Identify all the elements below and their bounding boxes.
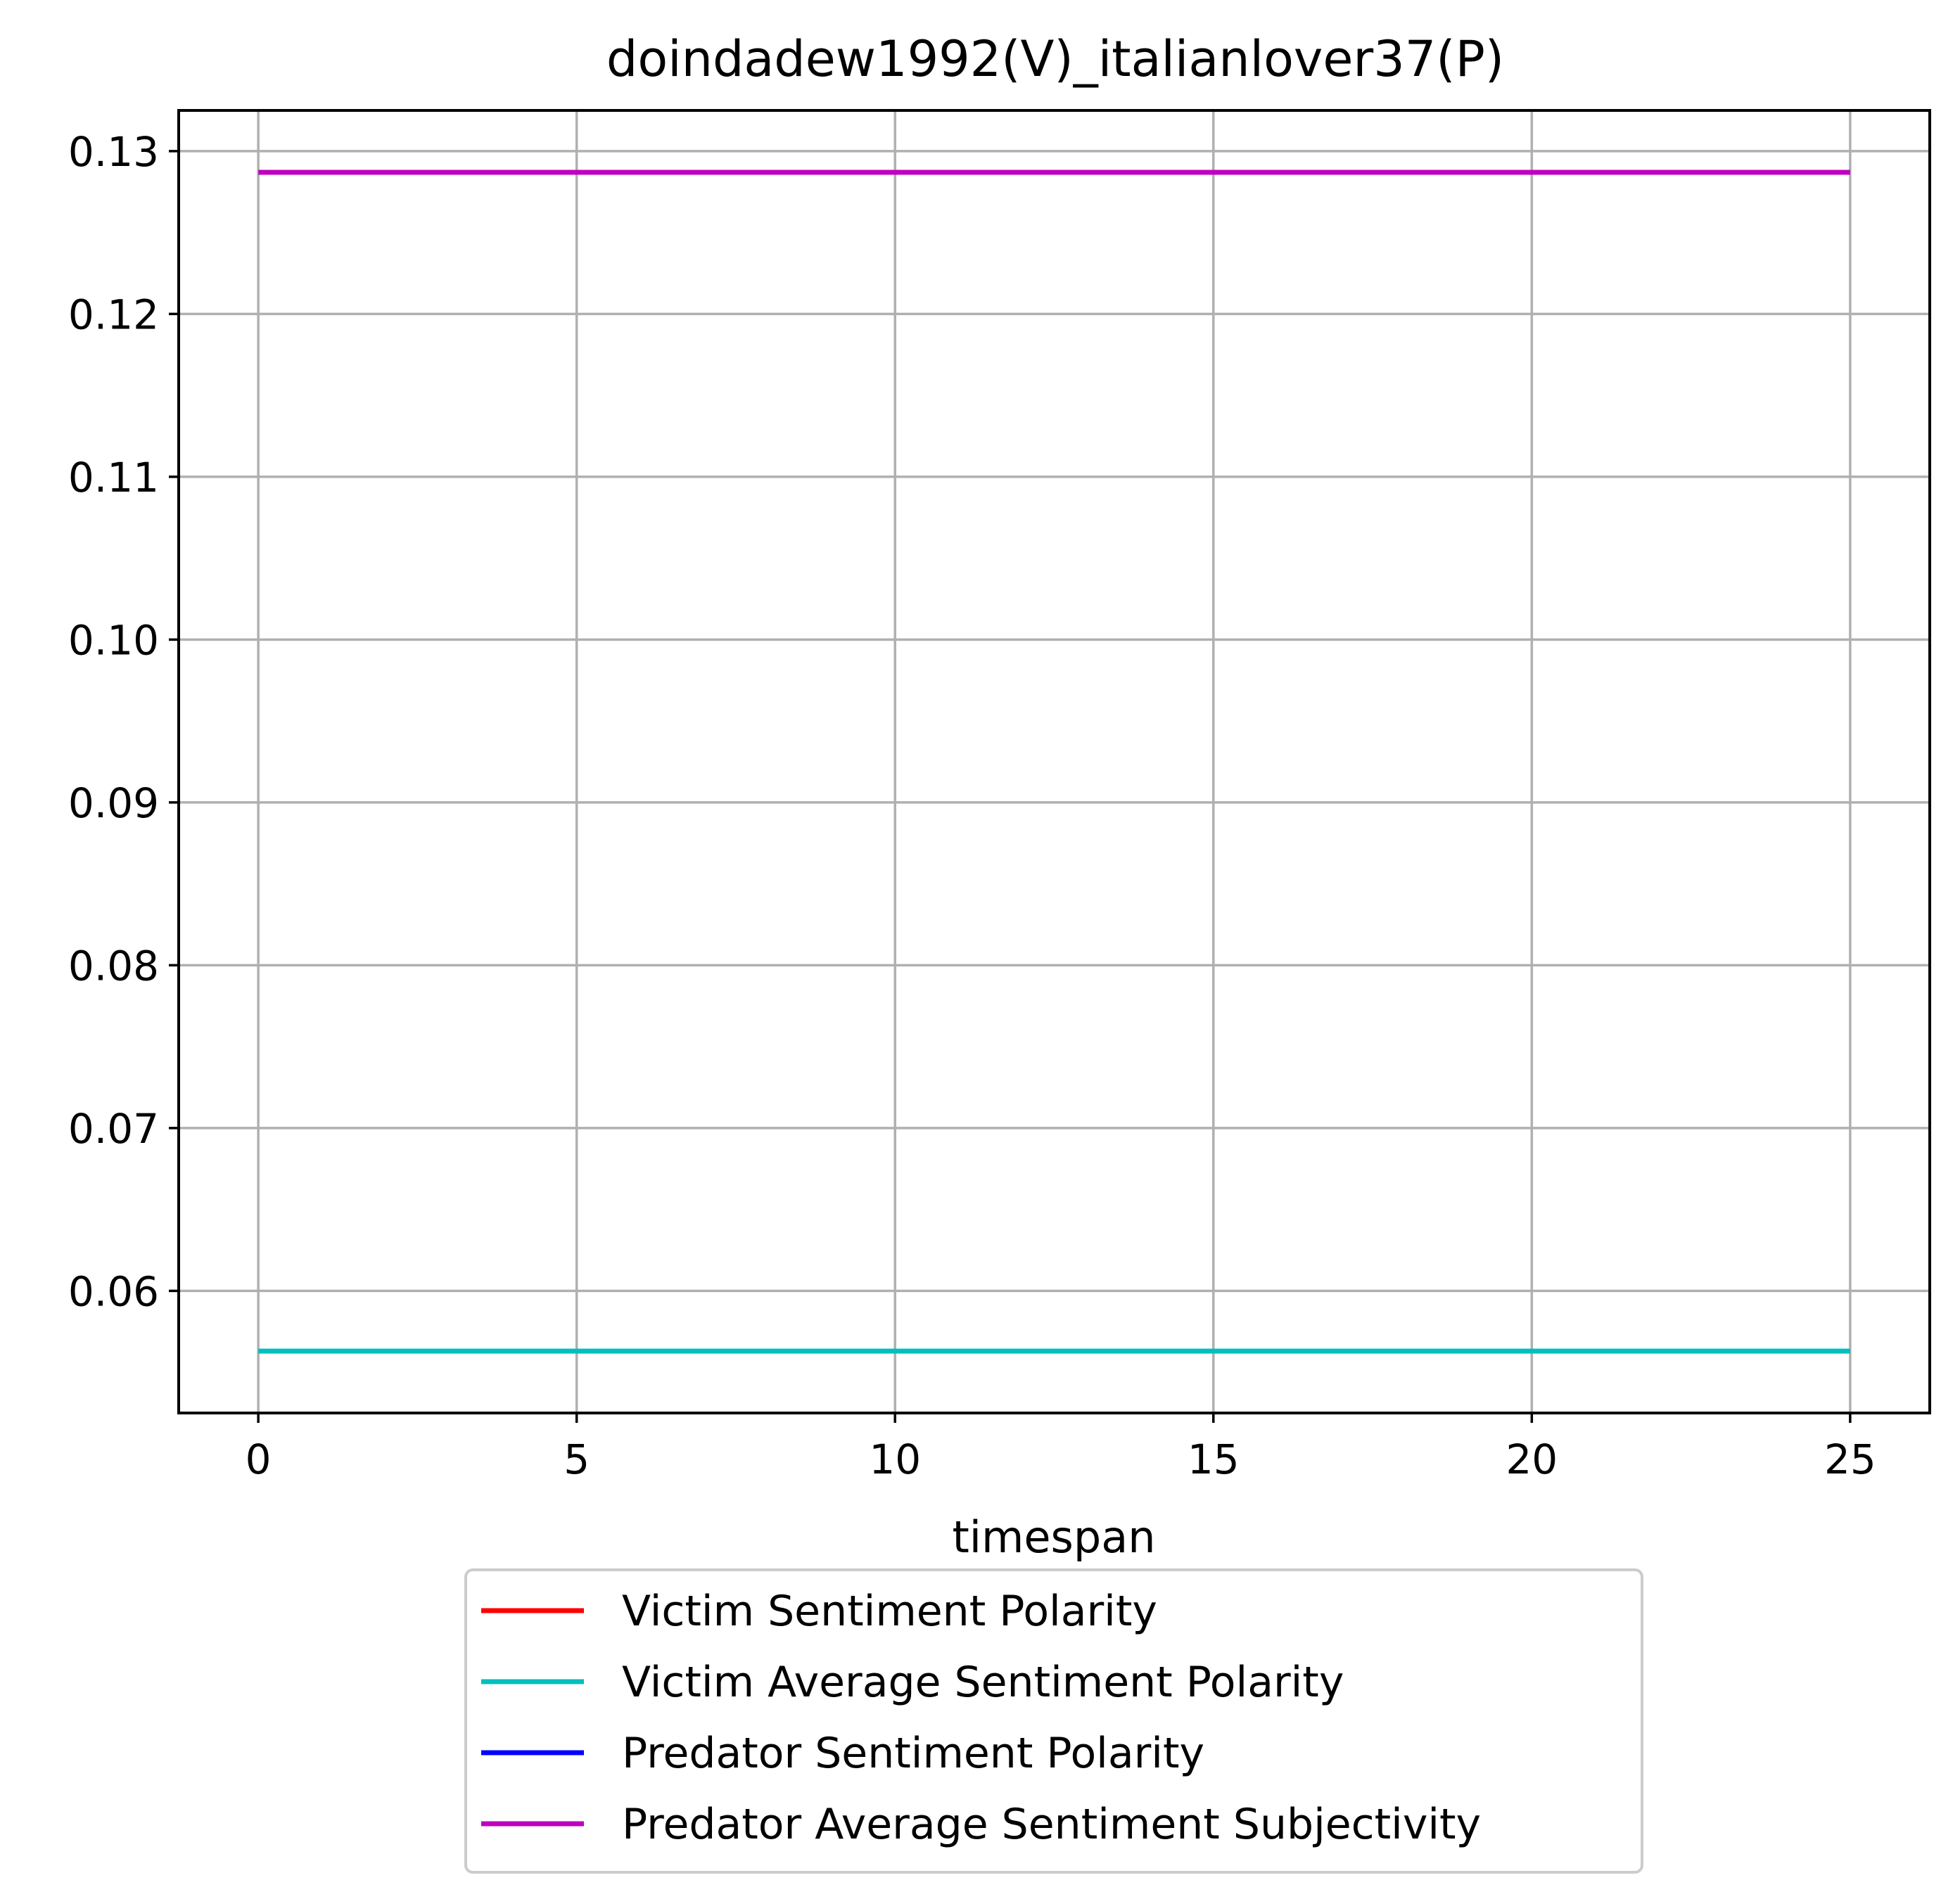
grid-lines — [179, 110, 1930, 1413]
y-tick-label: 0.13 — [68, 128, 159, 176]
y-tick-label: 0.06 — [68, 1267, 159, 1315]
y-tick-label: 0.09 — [68, 779, 159, 827]
x-tick-label: 10 — [869, 1436, 921, 1483]
x-tick-label: 25 — [1824, 1436, 1876, 1483]
legend-items: Victim Sentiment Polarity Victim Average … — [481, 1587, 1481, 1849]
x-tick-label: 0 — [246, 1436, 272, 1483]
chart-title: doindadew1992(V)_italianlover37(P) — [606, 30, 1504, 88]
x-tick-label: 15 — [1188, 1436, 1240, 1483]
y-tick-label: 0.07 — [68, 1105, 159, 1153]
legend-label: Victim Average Sentiment Polarity — [622, 1658, 1344, 1707]
y-axis: 0.06 0.07 0.08 0.09 0.10 0.11 0.12 0.13 — [68, 128, 179, 1315]
plot-frame — [177, 109, 1931, 1414]
x-axis: 0 5 10 15 20 25 — [246, 1413, 1876, 1483]
legend: Victim Sentiment Polarity Victim Average … — [464, 1568, 1643, 1874]
legend-label: Predator Average Sentiment Subjectivity — [622, 1800, 1481, 1849]
y-tick-label: 0.11 — [68, 454, 159, 501]
y-tick-label: 0.10 — [68, 616, 159, 664]
y-tick-label: 0.12 — [68, 290, 159, 338]
series-lines — [258, 170, 1850, 1354]
legend-label: Predator Sentiment Polarity — [622, 1729, 1204, 1778]
x-tick-label: 20 — [1506, 1436, 1558, 1483]
x-tick-label: 5 — [564, 1436, 590, 1483]
legend-label: Victim Sentiment Polarity — [622, 1587, 1157, 1636]
y-tick-label: 0.08 — [68, 942, 159, 990]
legend-box — [464, 1568, 1643, 1874]
x-axis-label: timespan — [952, 1511, 1155, 1563]
